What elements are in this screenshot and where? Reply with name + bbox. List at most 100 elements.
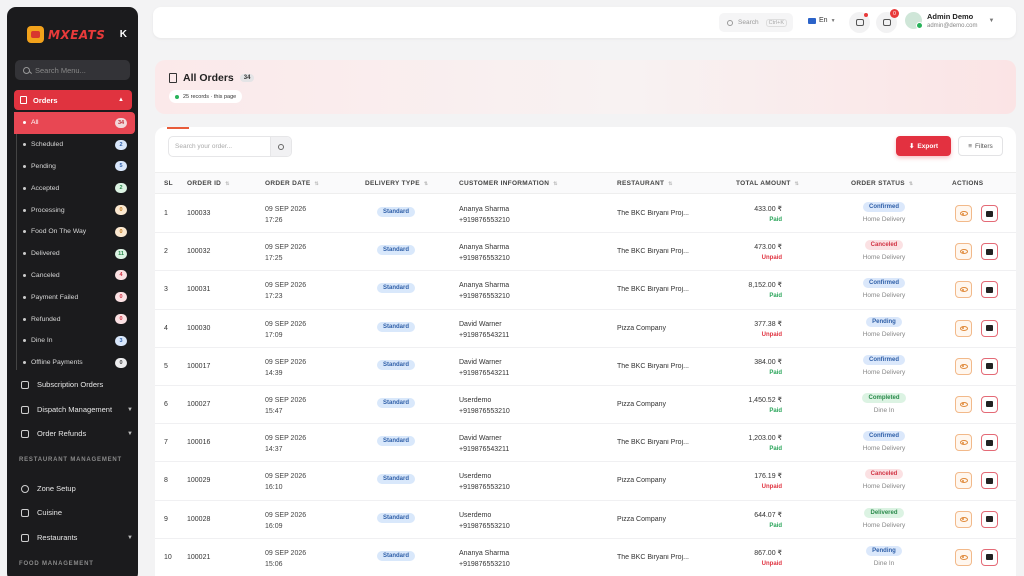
column-header-order-id[interactable]: ORDER ID ⇅ xyxy=(187,180,230,187)
print-invoice-button[interactable] xyxy=(981,395,998,413)
column-header-restaurant[interactable]: RESTAURANT ⇅ xyxy=(617,180,673,187)
sidebar-subitem[interactable]: Delivered 11 xyxy=(14,243,135,265)
eye-icon xyxy=(959,325,968,331)
table-row[interactable]: 10 100021 09 SEP 2026 15:06 Standard Ananya S… xyxy=(155,539,1016,576)
sidebar-item-label: Order Refunds xyxy=(37,429,87,438)
filters-button[interactable]: ≡ Filters xyxy=(958,136,1003,156)
row-actions xyxy=(955,205,998,222)
total-amount: 1,203.00 ₹ Paid xyxy=(715,433,782,455)
column-header-customer-information[interactable]: CUSTOMER INFORMATION ⇅ xyxy=(459,180,558,187)
print-invoice-button[interactable] xyxy=(981,434,998,452)
column-header-total-amount[interactable]: TOTAL AMOUNT ⇅ xyxy=(736,180,800,187)
customer-name: David Warner xyxy=(459,435,502,443)
count-badge: 0 xyxy=(115,205,127,216)
sidebar-subitem[interactable]: Dine In 3 xyxy=(14,330,135,352)
delivery-type-badge: Standard xyxy=(377,512,416,523)
status-badge: Pending xyxy=(866,545,902,556)
column-header-order-date[interactable]: ORDER DATE ⇅ xyxy=(265,180,319,187)
global-search-button[interactable]: Search Ctrl+K xyxy=(719,13,793,32)
payment-status: Unpaid xyxy=(761,484,782,491)
table-row[interactable]: 5 100017 09 SEP 2026 14:39 Standard David War… xyxy=(155,348,1016,386)
table-row[interactable]: 6 100027 09 SEP 2026 15:47 Standard Userdemo +… xyxy=(155,386,1016,425)
collapse-sidebar-button[interactable]: K xyxy=(119,29,127,40)
order-id[interactable]: 100028 xyxy=(187,515,211,523)
view-order-button[interactable] xyxy=(955,434,972,452)
top-bar: Search Ctrl+K En ▼ 0 Admin Demo admin@de… xyxy=(153,7,1016,38)
sort-icon: ⇅ xyxy=(314,180,319,187)
sidebar-subitem[interactable]: Scheduled 2 xyxy=(14,134,135,156)
print-invoice-button[interactable] xyxy=(981,510,998,528)
sidebar-subitem[interactable]: Processing 0 xyxy=(14,199,135,221)
sidebar-item-subscription-orders[interactable]: Subscription Orders xyxy=(21,380,133,389)
cuisine-icon xyxy=(21,508,29,517)
column-header-delivery-type[interactable]: DELIVERY TYPE ⇅ xyxy=(365,180,429,187)
sidebar-subitem[interactable]: Offline Payments 0 xyxy=(14,352,135,374)
table-row[interactable]: 7 100016 09 SEP 2026 14:37 Standard David War… xyxy=(155,424,1016,463)
order-id[interactable]: 100031 xyxy=(187,286,211,294)
row-actions xyxy=(955,472,998,490)
customer-info: Userdemo +919876553210 xyxy=(459,471,510,493)
sidebar-subitem[interactable]: All 34 xyxy=(14,112,135,134)
view-order-button[interactable] xyxy=(955,319,972,337)
view-order-button[interactable] xyxy=(955,472,972,490)
row-actions xyxy=(955,281,998,299)
view-order-button[interactable] xyxy=(955,395,972,413)
sidebar-item-zone-setup[interactable]: Zone Setup xyxy=(21,484,133,493)
order-search-button[interactable] xyxy=(270,137,291,156)
print-invoice-button[interactable] xyxy=(981,281,998,299)
print-invoice-button[interactable] xyxy=(981,319,998,337)
table-row[interactable]: 1 100033 09 SEP 2026 17:26 Standard Ananya Sh… xyxy=(155,195,1016,234)
status-badge: Canceled xyxy=(864,240,904,251)
menu-search-input[interactable]: Search Menu... xyxy=(15,60,130,80)
sidebar-subitem[interactable]: Canceled 4 xyxy=(14,265,135,287)
sidebar-subitem[interactable]: Pending 5 xyxy=(14,156,135,178)
status-badge: Confirmed xyxy=(863,202,905,212)
print-invoice-button[interactable] xyxy=(981,548,998,566)
export-button[interactable]: ⬇ Export xyxy=(896,136,951,156)
print-invoice-button[interactable] xyxy=(981,205,998,222)
order-id[interactable]: 100032 xyxy=(187,248,211,256)
order-id[interactable]: 100021 xyxy=(187,553,211,561)
print-invoice-button[interactable] xyxy=(981,357,998,375)
sidebar-item-dispatch-management[interactable]: Dispatch Management ▼ xyxy=(21,405,133,414)
sidebar-subitem[interactable]: Payment Failed 0 xyxy=(14,286,135,308)
row-sl: 5 xyxy=(164,362,168,370)
sidebar-subitem[interactable]: Accepted 2 xyxy=(14,177,135,199)
order-id[interactable]: 100033 xyxy=(187,210,211,217)
restaurant-name: Pizza Company xyxy=(617,324,667,332)
view-order-button[interactable] xyxy=(955,548,972,566)
table-row[interactable]: 3 100031 09 SEP 2026 17:23 Standard Ananya Sh… xyxy=(155,271,1016,310)
order-id[interactable]: 100027 xyxy=(187,400,211,408)
print-invoice-button[interactable] xyxy=(981,472,998,490)
table-row[interactable]: 2 100032 09 SEP 2026 17:25 Standard Ananya Sh… xyxy=(155,233,1016,272)
cart-button[interactable]: 0 xyxy=(876,9,899,33)
user-menu[interactable]: Admin Demo admin@demo.com ▼ xyxy=(905,12,994,29)
order-id[interactable]: 100017 xyxy=(187,362,211,370)
order-search-input[interactable]: Search your order... xyxy=(168,136,292,157)
sidebar-item-order-refunds[interactable]: Order Refunds ▼ xyxy=(21,429,133,438)
column-header-order-status[interactable]: ORDER STATUS ⇅ xyxy=(851,180,914,187)
sidebar-item-orders[interactable]: Orders ▲ xyxy=(14,90,132,110)
order-id[interactable]: 100016 xyxy=(187,439,211,447)
sidebar-subitem[interactable]: Refunded 0 xyxy=(14,308,135,330)
brand-logo[interactable]: MXEATS xyxy=(27,26,105,43)
view-order-button[interactable] xyxy=(955,281,972,299)
view-order-button[interactable] xyxy=(955,243,972,261)
status-badge: Canceled xyxy=(864,469,904,480)
sidebar-item-restaurants[interactable]: Restaurants ▼ xyxy=(21,533,133,542)
search-shortcut: Ctrl+K xyxy=(765,18,788,27)
table-row[interactable]: 4 100030 09 SEP 2026 17:09 Standard David War… xyxy=(155,310,1016,348)
order-id[interactable]: 100030 xyxy=(187,324,211,332)
table-row[interactable]: 9 100028 09 SEP 2026 16:09 Standard Userdemo +… xyxy=(155,501,1016,539)
table-row[interactable]: 8 100029 09 SEP 2026 16:10 Standard Userdemo +… xyxy=(155,462,1016,501)
total-amount: 377.38 ₹ Unpaid xyxy=(715,319,782,341)
messages-button[interactable] xyxy=(849,12,870,33)
view-order-button[interactable] xyxy=(955,357,972,375)
view-order-button[interactable] xyxy=(955,510,972,528)
sidebar-subitem[interactable]: Food On The Way 0 xyxy=(14,221,135,243)
print-invoice-button[interactable] xyxy=(981,243,998,261)
sidebar-item-cuisine[interactable]: Cuisine xyxy=(21,508,133,517)
order-id[interactable]: 100029 xyxy=(187,477,211,485)
view-order-button[interactable] xyxy=(955,205,972,222)
language-selector[interactable]: En ▼ xyxy=(808,17,836,24)
